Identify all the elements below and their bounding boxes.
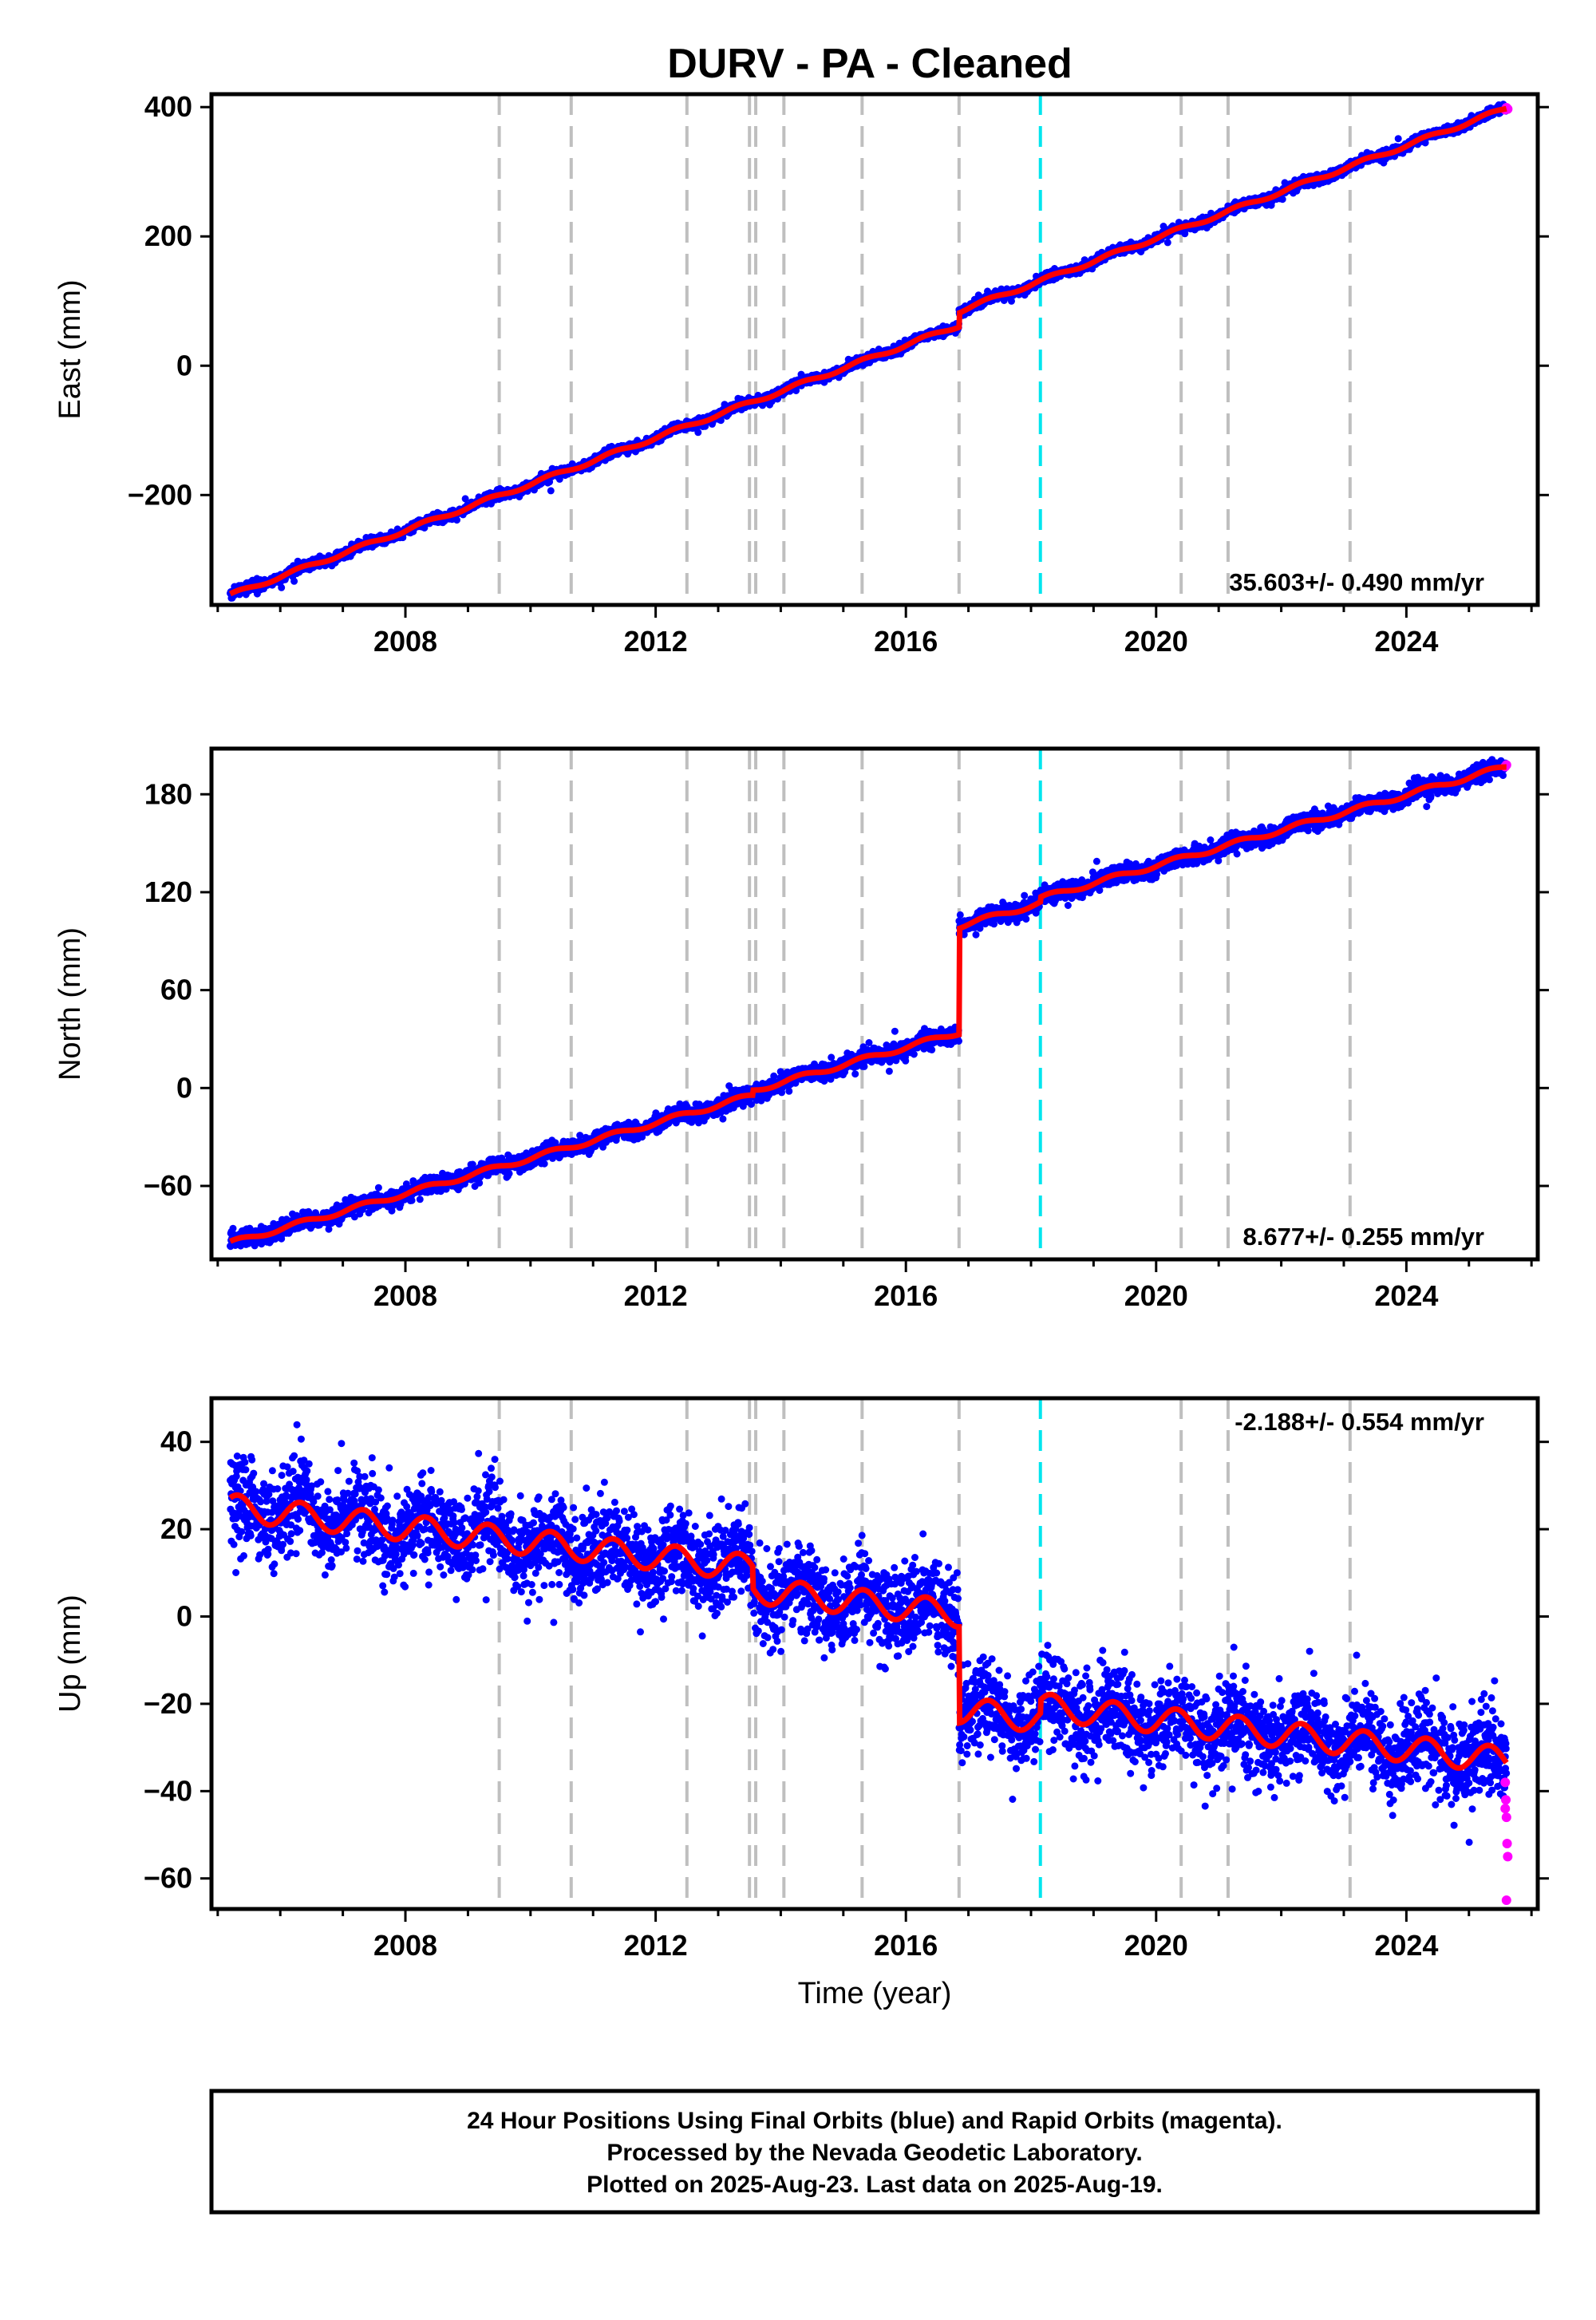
x-tick-label: 2016 bbox=[874, 625, 938, 658]
rapid-orbit-point bbox=[1500, 1777, 1511, 1788]
y-tick-label: −20 bbox=[144, 1687, 192, 1720]
final-orbit-point-cloud bbox=[227, 756, 1511, 1251]
x-tick-label: 2024 bbox=[1374, 625, 1438, 658]
y-tick-label: 0 bbox=[176, 349, 192, 381]
east-panel: 400 200 0 −200 2008 2012 2016 2020 2024 East (mm)… bbox=[53, 90, 1549, 658]
x-tick-label: 2020 bbox=[1124, 1929, 1188, 1962]
plot-frame bbox=[209, 92, 1540, 607]
y-tick-label: 180 bbox=[144, 777, 192, 810]
x-tick-label: 2024 bbox=[1374, 1279, 1438, 1312]
y-tick-label: 40 bbox=[160, 1425, 192, 1458]
up-panel: 40 20 0 −20 −40 −60 2008 2012 2016 2020 2024 Up (mm… bbox=[53, 1396, 1549, 2010]
footer-line-1: 24 Hour Positions Using Final Orbits (bl… bbox=[467, 2108, 1282, 2134]
plot-frame bbox=[209, 746, 1540, 1262]
x-tick-label: 2020 bbox=[1124, 625, 1188, 658]
model-fit-line bbox=[228, 105, 1507, 597]
x-tick-label: 2012 bbox=[624, 625, 688, 658]
final-orbit-points bbox=[227, 756, 1511, 1251]
x-tick-label: 2016 bbox=[874, 1279, 938, 1312]
plot-content bbox=[227, 749, 1511, 1259]
y-tick-label: 60 bbox=[160, 974, 192, 1006]
x-tick-label: 2012 bbox=[624, 1929, 688, 1962]
plot-area bbox=[211, 1398, 1538, 1909]
final-orbit-points bbox=[227, 1421, 1511, 1846]
y-axis-label: North (mm) bbox=[53, 927, 87, 1081]
x-tick-label: 2008 bbox=[373, 625, 437, 658]
rapid-orbit-point bbox=[1500, 1804, 1511, 1814]
y-axis-label: Up (mm) bbox=[53, 1595, 87, 1713]
final-orbit-point-cloud bbox=[227, 1421, 1511, 1846]
x-tick-label: 2012 bbox=[624, 1279, 688, 1312]
x-tick-label: 2020 bbox=[1124, 1279, 1188, 1312]
rapid-orbit-point bbox=[1502, 1838, 1512, 1848]
x-tick-label: 2024 bbox=[1374, 1929, 1438, 1962]
y-tick-label: 400 bbox=[144, 90, 192, 123]
x-axis-label: Time (year) bbox=[798, 1977, 952, 2010]
plot-content bbox=[227, 94, 1513, 605]
y-tick-label: 200 bbox=[144, 219, 192, 252]
y-tick-label: 0 bbox=[176, 1600, 192, 1633]
y-tick-label: −60 bbox=[144, 1169, 192, 1202]
velocity-label: 8.677+/- 0.255 mm/yr bbox=[1243, 1223, 1484, 1251]
velocity-label: 35.603+/- 0.490 mm/yr bbox=[1229, 568, 1484, 596]
y-tick-label: 0 bbox=[176, 1071, 192, 1104]
footer-box: 24 Hour Positions Using Final Orbits (bl… bbox=[209, 2089, 1540, 2215]
x-tick-label: 2008 bbox=[373, 1279, 437, 1312]
x-tick-label: 2016 bbox=[874, 1929, 938, 1962]
north-panel: 180 120 60 0 −60 2008 2012 2016 2020 2024 North (m… bbox=[53, 746, 1549, 1312]
rapid-orbit-point bbox=[1501, 1795, 1511, 1805]
model-fit-line bbox=[228, 764, 1507, 1244]
rapid-orbit-point bbox=[1503, 1852, 1513, 1862]
rapid-orbit-point bbox=[1501, 1812, 1511, 1823]
model-fit-line bbox=[228, 1492, 1509, 1771]
y-tick-label: 120 bbox=[144, 875, 192, 908]
x-tick-label: 2008 bbox=[373, 1929, 437, 1962]
rapid-orbit-point bbox=[1501, 1895, 1511, 1906]
plot-content bbox=[227, 1398, 1513, 1909]
y-tick-label: −40 bbox=[144, 1774, 192, 1807]
y-axis-label: East (mm) bbox=[53, 279, 87, 419]
plot-frame bbox=[209, 1396, 1540, 1911]
footer-line-2: Processed by the Nevada Geodetic Laborat… bbox=[606, 2140, 1142, 2166]
y-tick-label: −200 bbox=[128, 478, 192, 511]
y-tick-label: 20 bbox=[160, 1512, 192, 1545]
rapid-orbit-points bbox=[1500, 1777, 1513, 1906]
velocity-label: -2.188+/- 0.554 mm/yr bbox=[1235, 1408, 1484, 1436]
y-tick-label: −60 bbox=[144, 1862, 192, 1895]
chart-title: DURV - PA - Cleaned bbox=[667, 41, 1073, 87]
footer-line-3: Plotted on 2025-Aug-23. Last data on 202… bbox=[587, 2172, 1163, 2198]
